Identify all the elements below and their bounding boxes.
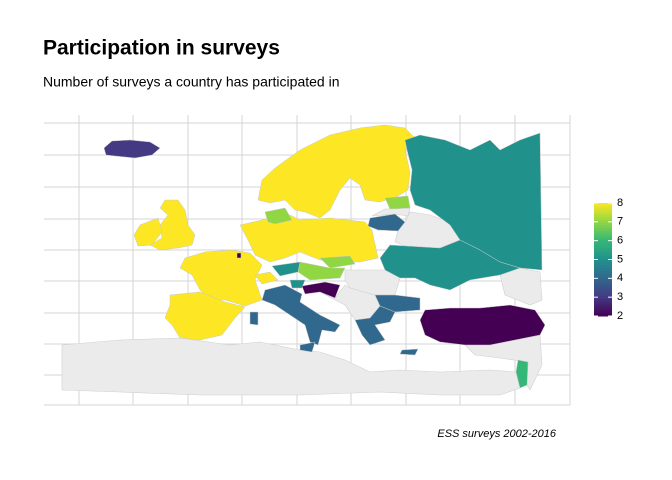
region — [515, 359, 529, 389]
colorbar-segment — [594, 262, 612, 266]
colorbar-segment — [594, 231, 612, 235]
colorbar-segment — [594, 208, 612, 212]
colorbar-label: 3 — [617, 291, 623, 303]
region — [384, 195, 411, 210]
colorbar-segment — [594, 313, 612, 317]
colorbar-segment — [594, 256, 612, 260]
colorbar-label: 8 — [617, 197, 623, 209]
colorbar-segment — [594, 211, 612, 215]
colorbar-label: 5 — [617, 253, 623, 265]
region — [289, 279, 306, 289]
colorbar-segment — [594, 217, 612, 221]
region — [236, 252, 242, 259]
colorbar-segment — [594, 251, 612, 255]
colorbar-segment — [594, 287, 612, 292]
region — [299, 341, 316, 353]
no-data-regions — [61, 207, 543, 396]
colorbar-segment — [594, 205, 612, 210]
colorbar-segment — [594, 276, 612, 280]
colorbar-segment — [594, 245, 612, 249]
colorbar-label: 7 — [617, 216, 623, 228]
region — [301, 281, 341, 299]
region — [254, 271, 279, 285]
colorbar-segment — [594, 219, 612, 224]
region — [261, 284, 341, 346]
region — [419, 304, 546, 346]
map-title: Participation in surveys — [43, 37, 280, 60]
colorbar-segment — [594, 279, 612, 283]
legend: 2 3 4 5 6 7 8 — [594, 197, 623, 322]
colorbar-segment — [594, 301, 612, 306]
region — [249, 311, 259, 326]
colorbar-segment — [594, 273, 612, 277]
colorbar-segment — [594, 299, 612, 303]
caption: ESS surveys 2002-2016 — [437, 428, 557, 440]
colorbar-segment — [594, 282, 612, 286]
region — [399, 348, 419, 356]
colorbar-segment — [594, 270, 612, 275]
region — [133, 217, 163, 247]
colorbar-segment — [594, 234, 612, 238]
colorbar-label: 2 — [617, 310, 623, 322]
region — [367, 213, 406, 232]
region — [319, 255, 356, 269]
regions — [103, 124, 546, 389]
colorbar-label: 4 — [617, 272, 623, 284]
region — [149, 199, 196, 251]
region — [103, 139, 161, 159]
colorbar-segment — [594, 293, 612, 297]
colorbar-segment — [594, 296, 612, 300]
colorbar-segment — [594, 242, 612, 246]
colorbar-segment — [594, 259, 612, 263]
colorbar-segment — [594, 214, 612, 218]
region — [264, 207, 293, 225]
colorbar-segment — [594, 239, 612, 244]
region — [271, 261, 301, 277]
colorbar-segment — [594, 265, 612, 269]
colorbar-segment — [594, 253, 612, 258]
colorbar-segment — [594, 225, 612, 229]
region — [354, 305, 396, 346]
map-subtitle: Number of surveys a country has particip… — [43, 74, 339, 90]
colorbar-segment — [594, 307, 612, 311]
colorbar-segment — [594, 267, 612, 272]
colorbar-segment — [594, 310, 612, 314]
colorbar-segment — [594, 228, 612, 232]
colorbar-segment — [594, 222, 612, 227]
colorbar-segment — [594, 304, 612, 309]
colorbar-segment — [594, 203, 612, 207]
region — [164, 291, 246, 341]
region — [257, 124, 416, 219]
colorbar-segment — [594, 236, 612, 241]
colorbar-label: 6 — [617, 235, 623, 247]
colorbar-segment — [594, 284, 612, 289]
region — [239, 214, 379, 263]
region — [379, 239, 521, 291]
colorbar-segment — [594, 248, 612, 252]
colorbar-segment — [594, 290, 612, 294]
region — [179, 249, 263, 307]
